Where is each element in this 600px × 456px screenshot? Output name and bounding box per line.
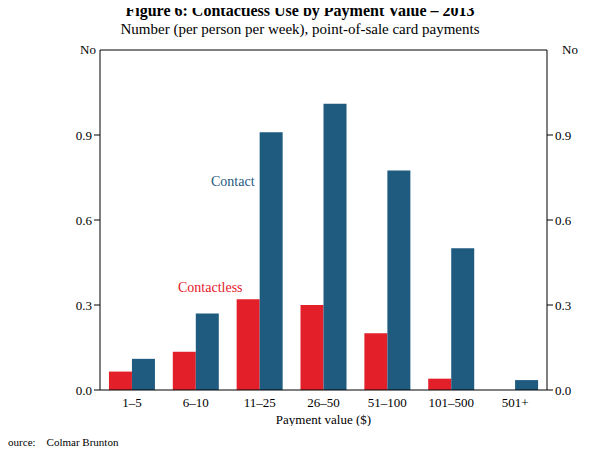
svg-text:0.3: 0.3: [555, 298, 571, 313]
svg-text:0.3: 0.3: [76, 298, 92, 313]
svg-text:Payment value ($): Payment value ($): [276, 412, 371, 426]
svg-text:0.6: 0.6: [555, 213, 572, 228]
html-text:Source: Colmar Brunton: Source: Colmar Brunton: [2, 436, 119, 448]
html-text:Figure 6: Contactless Use by P: Figure 6: Contactless Use by Payment Val…: [125, 2, 475, 19]
html-text:No: No: [562, 42, 578, 57]
svg-text:0.9: 0.9: [76, 128, 92, 143]
html-text:Contactless: Contactless: [178, 280, 243, 295]
svg-text:0.9: 0.9: [555, 128, 571, 143]
html-text:Contact: Contact: [211, 174, 255, 189]
svg-text:51–100: 51–100: [368, 395, 407, 410]
svg-text:501+: 501+: [502, 395, 529, 410]
svg-text:11–25: 11–25: [244, 395, 276, 410]
svg-text:6–10: 6–10: [183, 395, 209, 410]
svg-text:0.0: 0.0: [76, 383, 92, 398]
svg-text:1–5: 1–5: [122, 395, 142, 410]
svg-text:101–500: 101–500: [428, 395, 474, 410]
svg-text:0.0: 0.0: [555, 383, 571, 398]
html-text:No: No: [80, 42, 96, 57]
svg-text:26–50: 26–50: [307, 395, 340, 410]
html-text:Number (per person per week),: Number (per person per week), point-of-s…: [120, 21, 480, 37]
svg-text:0.6: 0.6: [76, 213, 93, 228]
